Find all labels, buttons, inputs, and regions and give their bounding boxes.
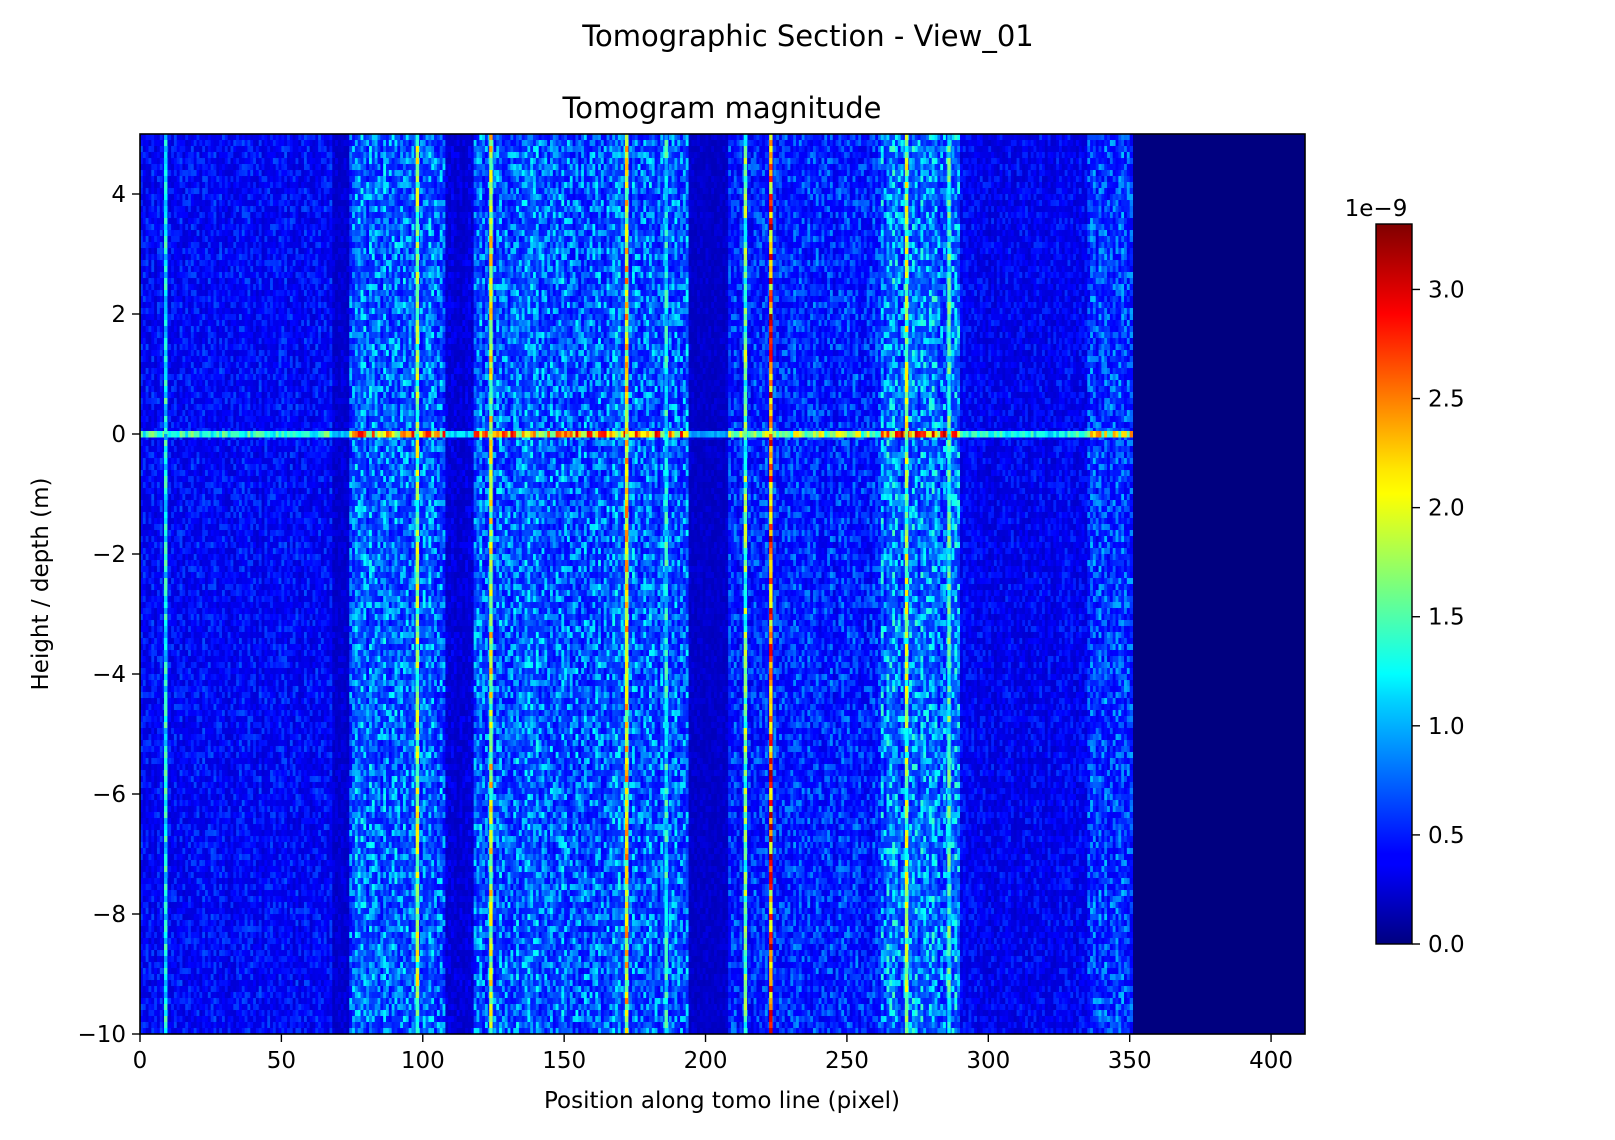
figure-suptitle: Tomographic Section - View_01 [581,19,1034,53]
heatmap-plot-area [140,134,1305,1035]
chart-title: Tomogram magnitude [562,91,882,125]
